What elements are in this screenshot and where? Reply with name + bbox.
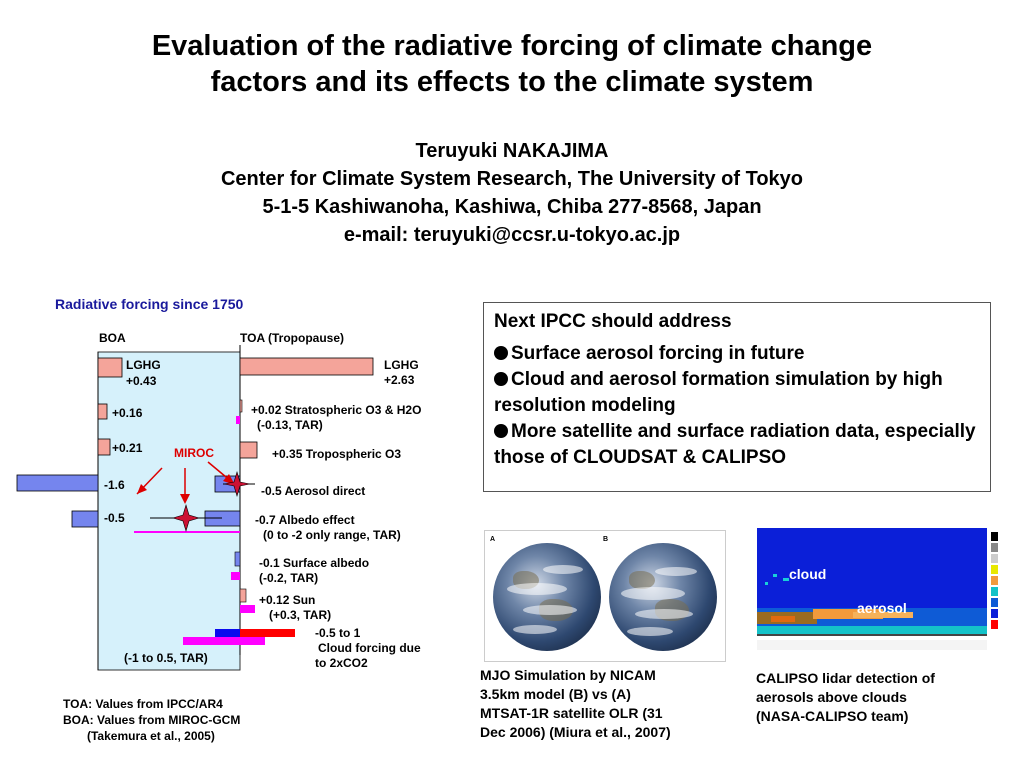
mjo-figure: A B [484,530,726,662]
boa-label-lghg: LGHG +0.43 [126,358,161,388]
ipcc-heading: Next IPCC should address [494,311,732,332]
author-name: Teruyuki NAKAJIMA [415,140,609,162]
toa-column-label: TOA (Tropopause) [240,331,345,345]
toa-label-cloud: -0.5 to 1 Cloud forcing due to 2xCO2 [315,626,421,670]
toa-label-lghg: LGHG +2.63 [384,358,419,387]
boa-bar-lghg [97,357,123,378]
bullet-icon [494,346,508,360]
affiliation: Center for Climate System Research, The … [220,168,804,190]
boa-label-aerosol: -1.6 [104,478,125,492]
note-reference: (Takemura et al., 2005) [87,729,215,743]
globe-simulated-image [609,543,717,651]
miroc-estimate-aerosol [223,470,255,498]
email: e-mail: teruyuki@ccsr.u-tokyo.ac.jp [343,224,681,246]
boa-bar-aerosol [16,474,99,492]
toa-bar-sun [239,588,247,603]
ipcc-item: More satellite and surface radiation dat… [494,421,976,468]
toa-label-trop-o3: +0.35 Tropospheric O3 [272,447,402,461]
mjo-panel-a-label: A [490,536,496,543]
boa-bar-strat-o3 [97,403,108,420]
mjo-panel-b-label: B [603,536,609,543]
miroc-arrowhead-1 [137,484,147,494]
calipso-figure: cloud aerosol [743,522,1005,662]
boa-bar-trop-o3 [97,438,111,456]
boa-column-label: BOA [99,331,126,345]
miroc-estimate-albedo [150,503,222,533]
address: 5-1-5 Kashiwanoha, Kashiwa, Chiba 277-85… [262,196,762,218]
toa-tar-strat-o3 [236,416,240,424]
chart-notes: TOA: Values from IPCC/AR4 BOA: Values fr… [63,696,240,744]
toa-label-sun: +0.12 Sun (+0.3, TAR) [259,593,332,622]
ipcc-item: Surface aerosol forcing in future [494,341,980,367]
ipcc-item: Cloud and aerosol formation simulation b… [494,369,943,416]
miroc-label: MIROC [174,446,214,460]
boa-label-trop-o3: +0.21 [112,441,143,455]
chart-title: Radiative forcing since 1750 [55,296,244,312]
boa-label-albedo: -0.5 [104,511,125,525]
mjo-caption: MJO Simulation by NICAM 3.5km model (B) … [480,667,671,740]
page-title: Evaluation of the radiative forcing of c… [0,28,1024,100]
toa-label-albedo: -0.7 Albedo effect (0 to -2 only range, … [255,513,401,542]
title-line-2: factors and its effects to the climate s… [210,66,814,98]
globe-observed-image [493,543,601,651]
calipso-lidar-image [757,528,998,650]
toa-bar-cloud-positive [240,629,295,637]
toa-bar-surface-albedo [234,551,241,567]
calipso-caption: CALIPSO lidar detection of aerosols abov… [756,670,935,724]
toa-label-strat-o3: +0.02 Stratospheric O3 & H2O (-0.13, TAR… [251,403,422,432]
toa-label-aerosol: -0.5 Aerosol direct [261,484,366,498]
bullet-icon [494,372,508,386]
note-boa: BOA: Values from MIROC-GCM [63,713,241,727]
toa-bar-lghg [239,357,374,376]
toa-bar-cloud-tar [183,637,265,645]
bullet-icon [494,424,508,438]
calipso-aerosol-label: aerosol [857,600,907,616]
toa-bar-strat-o3 [239,399,243,413]
ipcc-box: Next IPCC should address Surface aerosol… [483,302,991,492]
toa-tar-surface-albedo [231,572,240,580]
toa-bar-trop-o3 [239,441,258,459]
boa-label-strat-o3: +0.16 [112,406,143,420]
toa-bar-cloud-negative [215,629,240,637]
toa-tar-sun [240,605,255,613]
calipso-cloud-label: cloud [789,566,827,582]
boa-range-label: (-1 to 0.5, TAR) [124,651,208,665]
note-toa: TOA: Values from IPCC/AR4 [63,697,223,711]
toa-label-surface-albedo: -0.1 Surface albedo (-0.2, TAR) [259,556,370,585]
author-block: Teruyuki NAKAJIMA Center for Climate Sys… [0,137,1024,249]
title-line-1: Evaluation of the radiative forcing of c… [151,30,873,62]
boa-bar-albedo [71,510,99,528]
miroc-arrowhead-2 [180,494,190,504]
